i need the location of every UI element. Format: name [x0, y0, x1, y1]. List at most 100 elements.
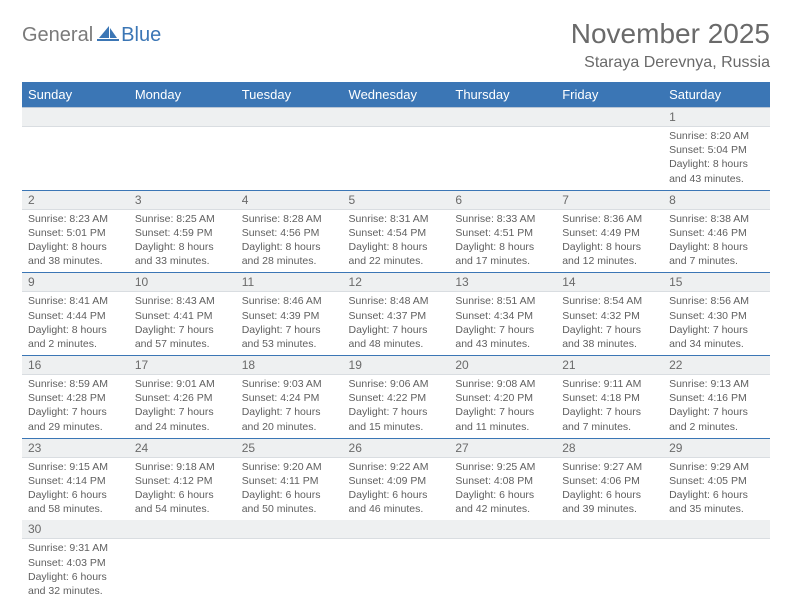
calendar-cell: 29Sunrise: 9:29 AMSunset: 4:05 PMDayligh… — [663, 438, 770, 520]
day-number: 25 — [236, 439, 343, 458]
calendar-week-row: 9Sunrise: 8:41 AMSunset: 4:44 PMDaylight… — [22, 273, 770, 356]
day-number: 6 — [449, 191, 556, 210]
calendar-cell — [556, 108, 663, 191]
day-number: 13 — [449, 273, 556, 292]
month-title: November 2025 — [571, 18, 770, 50]
day-number: 7 — [556, 191, 663, 210]
day-details: Sunrise: 9:22 AMSunset: 4:09 PMDaylight:… — [343, 458, 450, 521]
day-number: 19 — [343, 356, 450, 375]
day-details: Sunrise: 9:13 AMSunset: 4:16 PMDaylight:… — [663, 375, 770, 438]
calendar-cell: 5Sunrise: 8:31 AMSunset: 4:54 PMDaylight… — [343, 190, 450, 273]
day-number: 16 — [22, 356, 129, 375]
day-header: Wednesday — [343, 82, 450, 108]
calendar-cell: 2Sunrise: 8:23 AMSunset: 5:01 PMDaylight… — [22, 190, 129, 273]
day-number: 20 — [449, 356, 556, 375]
day-details: Sunrise: 9:18 AMSunset: 4:12 PMDaylight:… — [129, 458, 236, 521]
brand-part2: Blue — [121, 24, 161, 47]
day-details: Sunrise: 8:56 AMSunset: 4:30 PMDaylight:… — [663, 292, 770, 355]
calendar-cell: 25Sunrise: 9:20 AMSunset: 4:11 PMDayligh… — [236, 438, 343, 520]
calendar-week-row: 16Sunrise: 8:59 AMSunset: 4:28 PMDayligh… — [22, 356, 770, 439]
day-number: 2 — [22, 191, 129, 210]
calendar-cell — [129, 108, 236, 191]
calendar-cell: 3Sunrise: 8:25 AMSunset: 4:59 PMDaylight… — [129, 190, 236, 273]
calendar-cell: 9Sunrise: 8:41 AMSunset: 4:44 PMDaylight… — [22, 273, 129, 356]
calendar-cell — [449, 108, 556, 191]
calendar-cell: 24Sunrise: 9:18 AMSunset: 4:12 PMDayligh… — [129, 438, 236, 520]
calendar-cell: 15Sunrise: 8:56 AMSunset: 4:30 PMDayligh… — [663, 273, 770, 356]
calendar-cell: 13Sunrise: 8:51 AMSunset: 4:34 PMDayligh… — [449, 273, 556, 356]
calendar-cell: 22Sunrise: 9:13 AMSunset: 4:16 PMDayligh… — [663, 356, 770, 439]
calendar-cell: 20Sunrise: 9:08 AMSunset: 4:20 PMDayligh… — [449, 356, 556, 439]
day-details: Sunrise: 8:28 AMSunset: 4:56 PMDaylight:… — [236, 210, 343, 273]
calendar-cell — [663, 520, 770, 602]
day-header: Tuesday — [236, 82, 343, 108]
day-number: 3 — [129, 191, 236, 210]
day-number: 8 — [663, 191, 770, 210]
calendar-cell — [236, 520, 343, 602]
calendar-cell: 7Sunrise: 8:36 AMSunset: 4:49 PMDaylight… — [556, 190, 663, 273]
day-header: Sunday — [22, 82, 129, 108]
day-details: Sunrise: 9:01 AMSunset: 4:26 PMDaylight:… — [129, 375, 236, 438]
calendar-cell: 14Sunrise: 8:54 AMSunset: 4:32 PMDayligh… — [556, 273, 663, 356]
day-header-row: SundayMondayTuesdayWednesdayThursdayFrid… — [22, 82, 770, 108]
calendar-body: 1Sunrise: 8:20 AMSunset: 5:04 PMDaylight… — [22, 108, 770, 603]
day-number: 5 — [343, 191, 450, 210]
calendar-cell: 18Sunrise: 9:03 AMSunset: 4:24 PMDayligh… — [236, 356, 343, 439]
day-number: 28 — [556, 439, 663, 458]
day-number: 12 — [343, 273, 450, 292]
brand-part1: General — [22, 24, 93, 47]
day-details: Sunrise: 9:25 AMSunset: 4:08 PMDaylight:… — [449, 458, 556, 521]
day-details: Sunrise: 9:08 AMSunset: 4:20 PMDaylight:… — [449, 375, 556, 438]
day-details: Sunrise: 9:29 AMSunset: 4:05 PMDaylight:… — [663, 458, 770, 521]
title-block: November 2025 Staraya Derevnya, Russia — [571, 18, 770, 72]
day-number: 15 — [663, 273, 770, 292]
calendar-week-row: 30Sunrise: 9:31 AMSunset: 4:03 PMDayligh… — [22, 520, 770, 602]
calendar-cell: 11Sunrise: 8:46 AMSunset: 4:39 PMDayligh… — [236, 273, 343, 356]
calendar-week-row: 23Sunrise: 9:15 AMSunset: 4:14 PMDayligh… — [22, 438, 770, 520]
calendar-cell: 30Sunrise: 9:31 AMSunset: 4:03 PMDayligh… — [22, 520, 129, 602]
brand-sail-icon — [97, 24, 119, 47]
calendar-cell: 4Sunrise: 8:28 AMSunset: 4:56 PMDaylight… — [236, 190, 343, 273]
day-details: Sunrise: 8:36 AMSunset: 4:49 PMDaylight:… — [556, 210, 663, 273]
calendar-cell: 23Sunrise: 9:15 AMSunset: 4:14 PMDayligh… — [22, 438, 129, 520]
calendar-week-row: 1Sunrise: 8:20 AMSunset: 5:04 PMDaylight… — [22, 108, 770, 191]
day-header: Friday — [556, 82, 663, 108]
day-number: 18 — [236, 356, 343, 375]
calendar-cell: 6Sunrise: 8:33 AMSunset: 4:51 PMDaylight… — [449, 190, 556, 273]
day-header: Thursday — [449, 82, 556, 108]
calendar-cell: 19Sunrise: 9:06 AMSunset: 4:22 PMDayligh… — [343, 356, 450, 439]
day-header: Monday — [129, 82, 236, 108]
day-details: Sunrise: 8:46 AMSunset: 4:39 PMDaylight:… — [236, 292, 343, 355]
day-number: 21 — [556, 356, 663, 375]
day-details: Sunrise: 8:54 AMSunset: 4:32 PMDaylight:… — [556, 292, 663, 355]
day-number: 9 — [22, 273, 129, 292]
day-number: 30 — [22, 520, 129, 539]
calendar-cell — [343, 108, 450, 191]
calendar-cell: 27Sunrise: 9:25 AMSunset: 4:08 PMDayligh… — [449, 438, 556, 520]
day-details: Sunrise: 8:23 AMSunset: 5:01 PMDaylight:… — [22, 210, 129, 273]
calendar-cell: 16Sunrise: 8:59 AMSunset: 4:28 PMDayligh… — [22, 356, 129, 439]
day-header: Saturday — [663, 82, 770, 108]
day-details: Sunrise: 9:31 AMSunset: 4:03 PMDaylight:… — [22, 539, 129, 602]
day-number: 23 — [22, 439, 129, 458]
day-details: Sunrise: 8:33 AMSunset: 4:51 PMDaylight:… — [449, 210, 556, 273]
day-number: 29 — [663, 439, 770, 458]
calendar-cell — [343, 520, 450, 602]
calendar-cell: 1Sunrise: 8:20 AMSunset: 5:04 PMDaylight… — [663, 108, 770, 191]
calendar-cell: 28Sunrise: 9:27 AMSunset: 4:06 PMDayligh… — [556, 438, 663, 520]
day-details: Sunrise: 8:20 AMSunset: 5:04 PMDaylight:… — [663, 127, 770, 190]
calendar-cell — [556, 520, 663, 602]
day-details: Sunrise: 9:27 AMSunset: 4:06 PMDaylight:… — [556, 458, 663, 521]
calendar-cell — [129, 520, 236, 602]
day-details: Sunrise: 9:03 AMSunset: 4:24 PMDaylight:… — [236, 375, 343, 438]
day-number: 11 — [236, 273, 343, 292]
calendar-cell — [22, 108, 129, 191]
day-details: Sunrise: 9:15 AMSunset: 4:14 PMDaylight:… — [22, 458, 129, 521]
day-details: Sunrise: 9:20 AMSunset: 4:11 PMDaylight:… — [236, 458, 343, 521]
day-number: 26 — [343, 439, 450, 458]
day-number: 14 — [556, 273, 663, 292]
day-number: 10 — [129, 273, 236, 292]
day-details: Sunrise: 8:48 AMSunset: 4:37 PMDaylight:… — [343, 292, 450, 355]
calendar-table: SundayMondayTuesdayWednesdayThursdayFrid… — [22, 82, 770, 602]
day-number: 27 — [449, 439, 556, 458]
